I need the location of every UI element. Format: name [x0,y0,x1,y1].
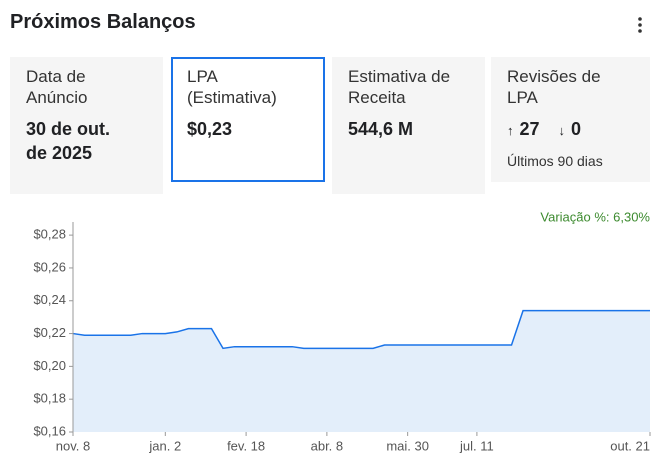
x-tick-label: nov. 8 [56,438,90,453]
card-label: Data de Anúncio [26,67,88,107]
card-value: 544,6 M [348,119,414,139]
area [73,310,650,432]
x-tick-label: jul. 11 [459,438,494,453]
up-arrow: ↑ [507,123,514,138]
card-label: Revisões de LPA [507,67,601,107]
x-tick-label: jan. 2 [148,438,181,453]
x-tick-label: out. 21 [610,438,650,453]
menu-button[interactable] [636,15,644,35]
up-count: 27 [519,119,540,139]
y-tick-label: $0,26 [33,259,66,274]
card-value: $0,23 [187,119,233,139]
line [72,309,650,350]
title: Próximos Balanços [10,11,196,33]
card-note: Últimos 90 dias [507,153,603,169]
card-selected[interactable]: LPA (Estimativa) $0,23 [171,57,325,182]
chart: Variação %: 6,30% $0,16 $0,18 $0,20 $0,22 $0… [33,209,651,453]
down-count: 0 [571,119,582,139]
card-value: 30 de out. de 2025 [26,119,111,163]
annotation: Variação %: 6,30% [540,209,650,224]
card[interactable]: Estimativa de Receita 544,6 M [332,57,485,194]
y-tick-label: $0,28 [33,227,66,242]
card-value: ↑ 27 ↓ 0 [507,117,634,143]
card-label: Estimativa de Receita [348,67,451,107]
down-arrow: ↓ [558,123,566,138]
y-tick-label: $0,22 [33,325,66,340]
x-tick-label: mai. 30 [386,438,429,453]
y-tick-label: $0,16 [33,423,66,438]
card[interactable]: Data de Anúncio 30 de out. de 2025 [10,57,163,194]
card-label: LPA (Estimativa) [187,67,277,107]
y-tick-label: $0,24 [33,292,66,307]
x-tick-label: abr. 8 [311,438,344,453]
y-tick-label: $0,18 [33,391,66,406]
y-tick-label: $0,20 [33,358,66,373]
card[interactable]: Revisões de LPA ↑ 27 ↓ 0 Últimos 90 dias [491,57,650,182]
x-tick-label: fev. 18 [227,438,265,453]
